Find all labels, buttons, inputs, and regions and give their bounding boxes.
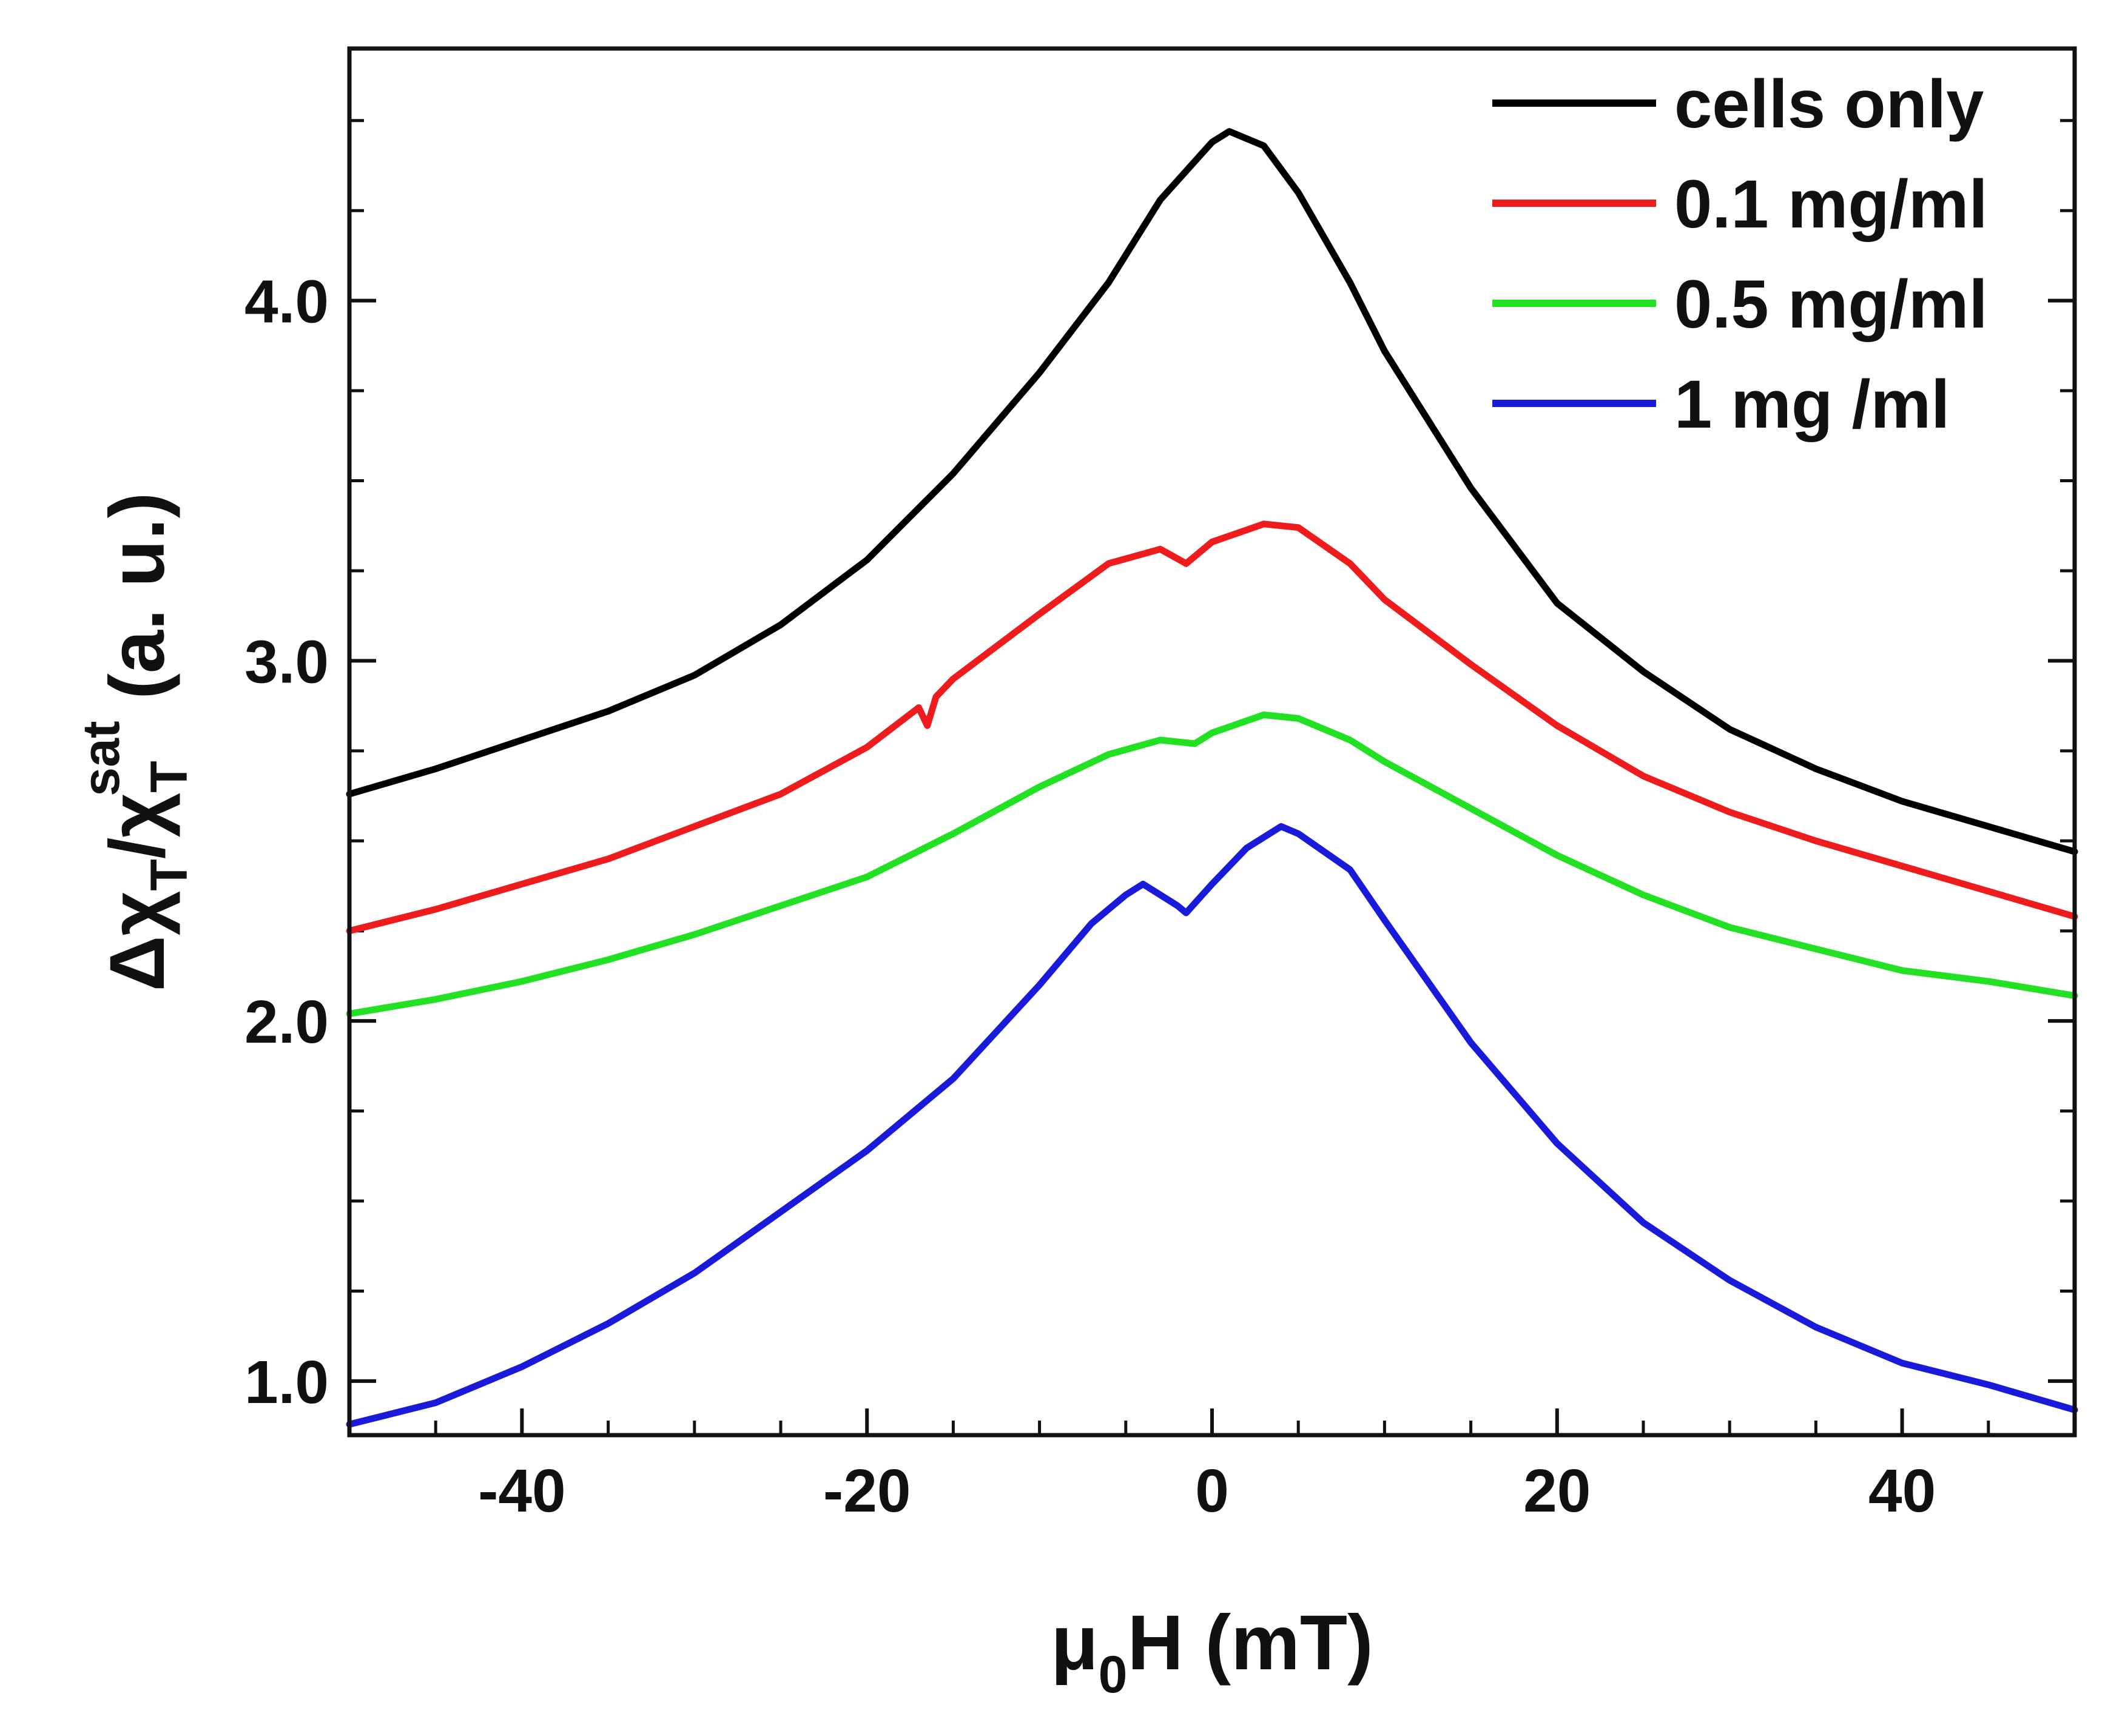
legend-label: 0.1 mg/ml [1674,166,1988,242]
legend-label: cells only [1674,66,1984,142]
y-tick-label: 2.0 [244,988,329,1056]
y-tick-label: 1.0 [244,1348,329,1416]
x-axis-title-tail: H (mT) [1127,1600,1373,1686]
series-line-cells-only [346,128,2078,855]
y-axis-title-tail: (a. u.) [94,493,181,721]
y-axis-title-slash: /χ [94,793,181,860]
y-axis-title-sub1: T [140,859,198,891]
y-axis-title-sub2: T [140,761,198,793]
x-axis-title: μ0H (mT) [1051,1600,1373,1704]
legend-label: 0.5 mg/ml [1674,266,1988,342]
y-tick-label: 4.0 [244,268,329,336]
x-axis-ticks: -40 -20 0 20 40 [478,1408,1936,1525]
series-line-0-1-mg-ml [346,520,2078,935]
y-axis-title-sup: sat [72,721,130,796]
x-axis-title-subscript: 0 [1099,1646,1128,1704]
x-tick-label: -40 [478,1457,566,1525]
series-line-1-mg-ml [346,823,2078,1428]
y-axis-title: ΔχT/χTsat (a. u.) [72,493,198,992]
plot-frame [347,46,2077,1438]
series-line-0-5-mg-ml [346,712,2078,1017]
series-layer [346,128,2078,1428]
x-tick-label: 0 [1195,1457,1229,1525]
legend-label: 1 mg /ml [1674,366,1950,442]
y-tick-label: 3.0 [244,628,329,696]
legend: cells only 0.1 mg/ml 0.5 mg/ml 1 mg /ml [1492,66,1988,442]
x-tick-label: 40 [1868,1457,1936,1525]
y-axis-ticks: 1.0 2.0 3.0 4.0 [244,268,2075,1416]
x-tick-label: -20 [823,1457,911,1525]
x-tick-label: 20 [1523,1457,1591,1525]
